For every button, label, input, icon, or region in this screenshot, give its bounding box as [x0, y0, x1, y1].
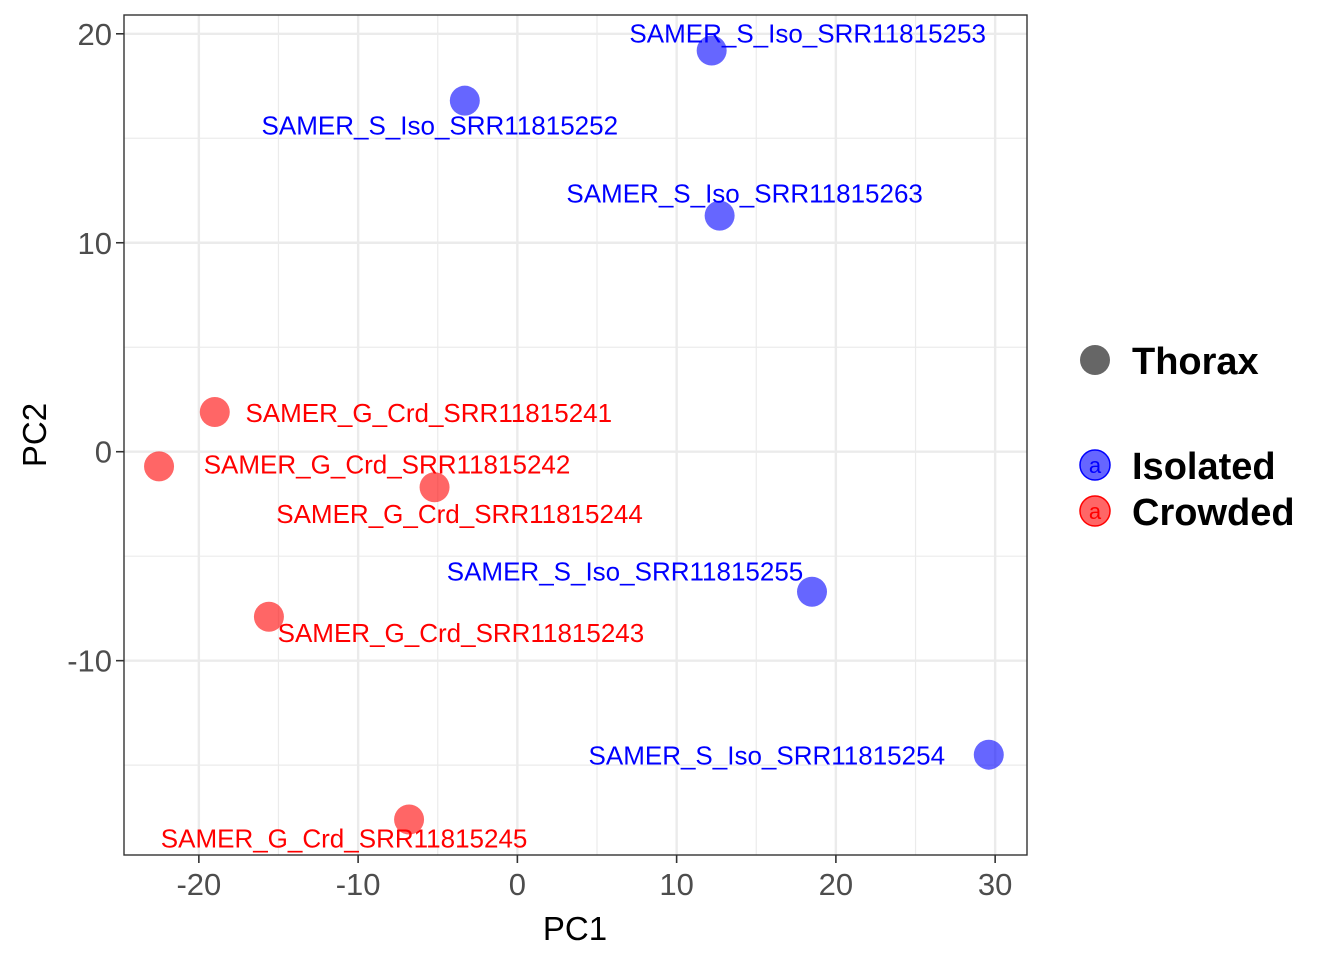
y-tick-label: 0 [95, 435, 112, 470]
data-point-isolated [973, 739, 1004, 770]
data-points [144, 35, 1004, 835]
data-point-crowded [253, 601, 284, 632]
y-tick-label: 20 [78, 17, 112, 52]
major-gridlines [124, 15, 1027, 855]
point-label: SAMER_S_Iso_SRR11815254 [589, 741, 946, 771]
data-point-crowded [144, 451, 175, 482]
point-label: SAMER_G_Crd_SRR11815245 [161, 823, 528, 853]
legend-label: Isolated [1132, 446, 1276, 488]
data-point-isolated [797, 576, 827, 607]
data-point-crowded [419, 472, 450, 503]
data-point-isolated [449, 85, 480, 116]
point-label: SAMER_G_Crd_SRR11815244 [276, 499, 643, 529]
data-point-isolated [704, 200, 735, 231]
point-label: SAMER_S_Iso_SRR11815252 [262, 111, 619, 141]
legend-key-thorax [1080, 345, 1110, 375]
legend: Thorax a Isolated a Crowded [1079, 341, 1295, 534]
point-label: SAMER_S_Iso_SRR11815263 [566, 179, 923, 209]
point-label: SAMER_G_Crd_SRR11815241 [245, 398, 612, 428]
legend-key-crowded [1079, 495, 1111, 527]
point-label: SAMER_G_Crd_SRR11815243 [278, 618, 645, 648]
y-axis-title: PC2 [16, 403, 53, 467]
legend-label: Crowded [1132, 492, 1295, 534]
point-label: SAMER_S_Iso_SRR11815255 [447, 557, 804, 587]
x-tick-label: -10 [336, 867, 381, 902]
point-labels: SAMER_S_Iso_SRR11815253 SAMER_S_Iso_SRR11… [161, 19, 986, 854]
legend-label: Thorax [1132, 341, 1259, 383]
y-tick-label: 10 [78, 226, 112, 261]
x-axis-title: PC1 [543, 910, 607, 947]
point-label: SAMER_G_Crd_SRR11815242 [204, 449, 571, 479]
x-tick-label: -20 [176, 867, 221, 902]
data-point-isolated [696, 35, 727, 66]
point-label: SAMER_S_Iso_SRR11815253 [629, 19, 986, 49]
legend-key-isolated [1079, 449, 1111, 481]
plot-panel [124, 15, 1027, 855]
x-axis: -20 -10 0 10 20 30 [176, 855, 1012, 902]
x-tick-label: 10 [659, 867, 693, 902]
y-axis: -10 0 10 20 [67, 17, 124, 679]
legend-key-glyph: a [1089, 499, 1102, 524]
legend-key-glyph: a [1089, 453, 1102, 478]
data-point-crowded [394, 804, 425, 835]
x-tick-label: 20 [819, 867, 853, 902]
x-tick-label: 0 [509, 867, 526, 902]
plot-border [123, 14, 1028, 856]
x-tick-label: 30 [978, 867, 1012, 902]
minor-gridlines [124, 15, 1027, 855]
y-tick-label: -10 [67, 644, 112, 679]
data-point-crowded [199, 397, 230, 428]
